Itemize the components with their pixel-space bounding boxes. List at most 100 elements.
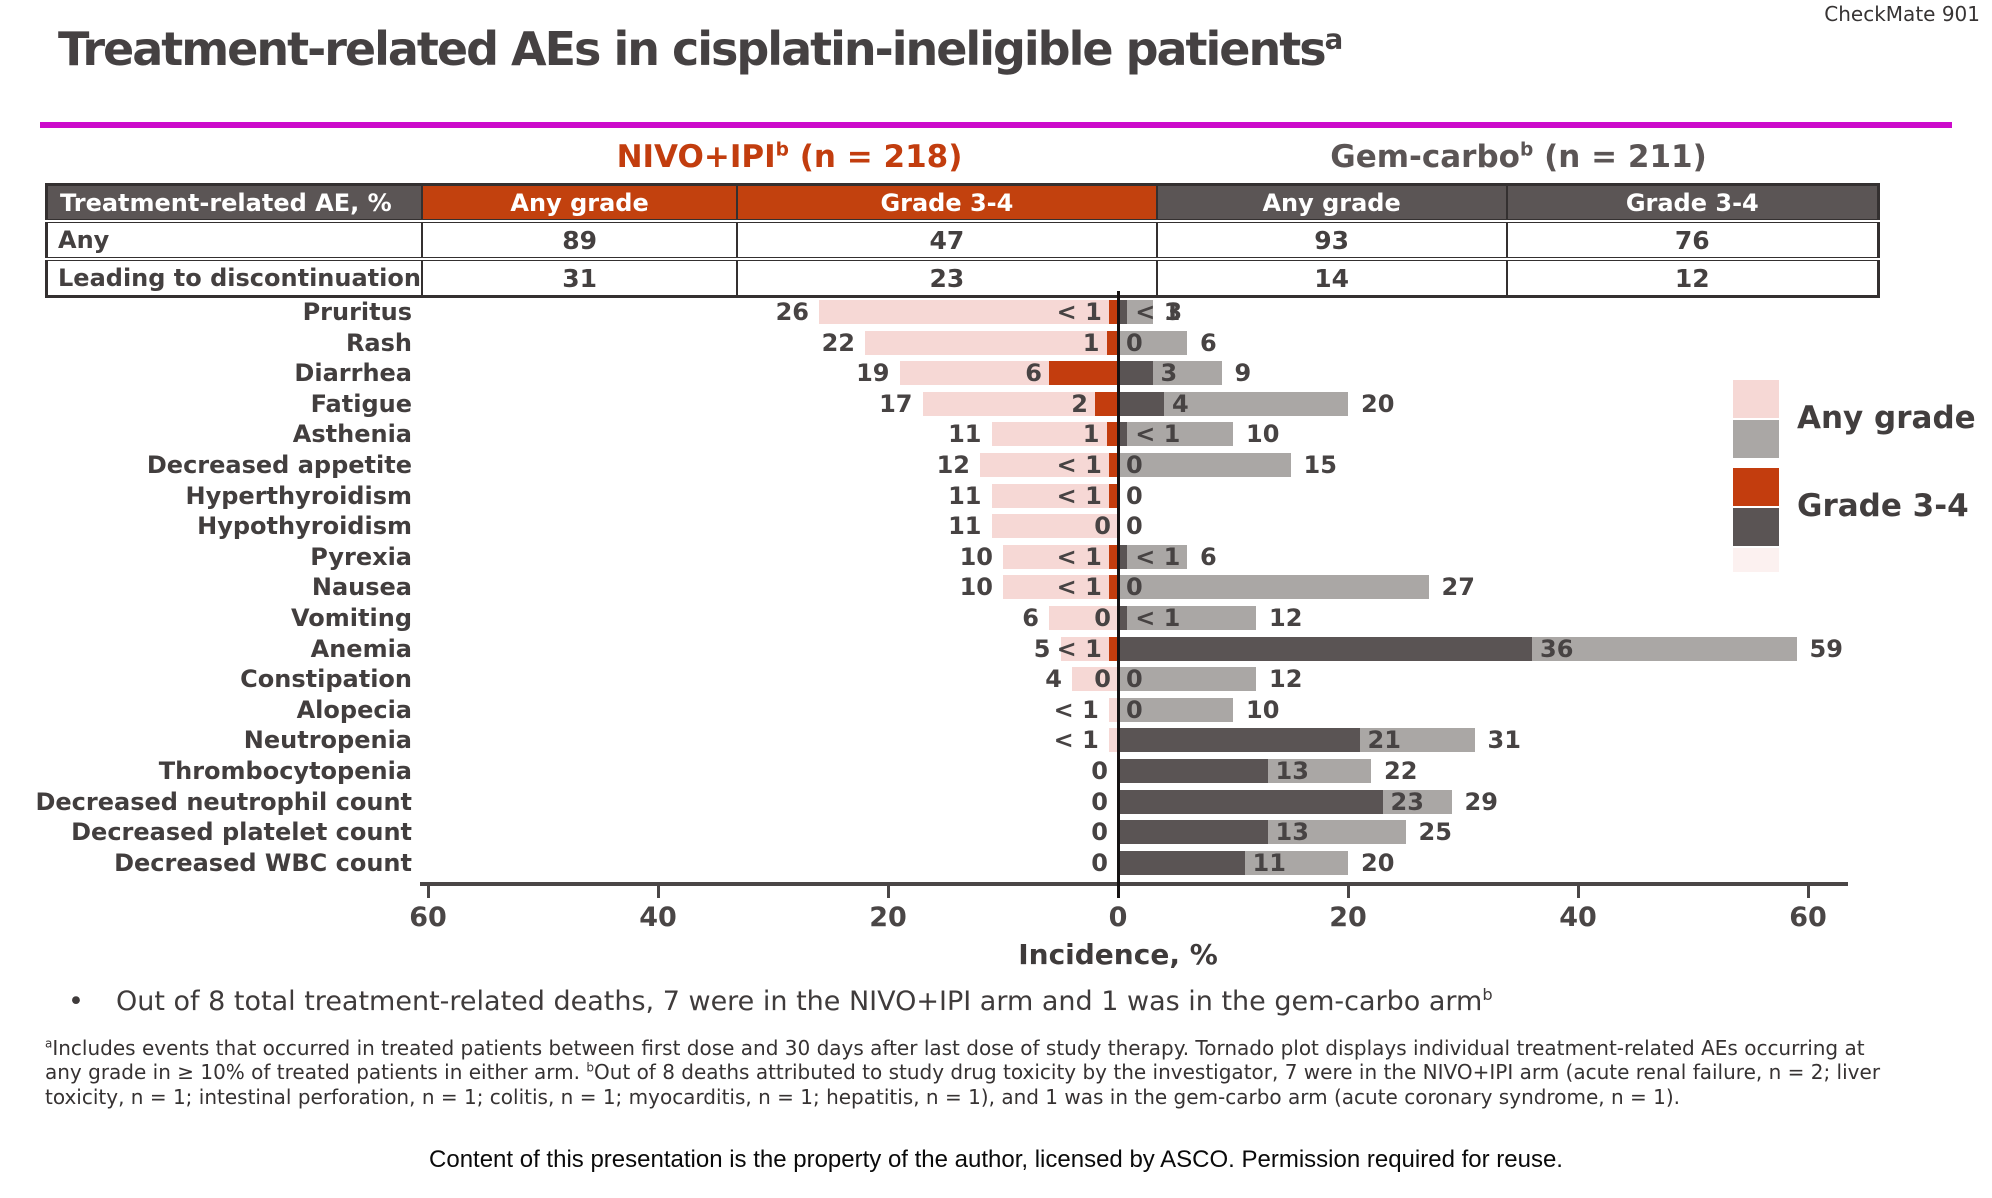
- nivo-any-grade-value: 22: [821, 329, 855, 357]
- nivo-any-grade-value: 12: [936, 451, 970, 479]
- x-axis-tick: [657, 886, 660, 898]
- nivo-grade-3-4-value: 0: [1094, 512, 1111, 540]
- footnote-text-a: Includes events that occurred in treated…: [45, 1036, 1865, 1085]
- gem-grade-3-4-value: 0: [1126, 329, 1143, 357]
- ae-category-label: Anemia: [310, 635, 412, 663]
- nivo-any-grade-value: 11: [948, 512, 982, 540]
- gem-any-grade-value: 12: [1269, 665, 1303, 693]
- legend-label-any-grade: Any grade: [1797, 400, 1976, 436]
- nivo-grade-3-4-value: 2: [1071, 390, 1088, 418]
- table-cell: 12: [1505, 257, 1880, 298]
- nivo-grade-3-4-value: < 1: [1056, 298, 1102, 326]
- legend-swatch-gem-grade-3-4: [1733, 508, 1779, 546]
- nivo-any-grade-bar: [1003, 575, 1118, 599]
- nivo-grade-3-4-bar: [1108, 484, 1118, 508]
- arm-header-gem-carbo: Gem-carbob (n = 211): [1157, 134, 1880, 180]
- tornado-chart: Pruritus < 1 26 < 1 3 Rash 1 22 0 6 Diarrhea 6 19 3 9 F…: [0, 291, 1992, 1017]
- gem-grade-3-4-bar: [1118, 851, 1245, 875]
- gem-any-grade-value: 12: [1269, 604, 1303, 632]
- gem-grade-3-4-bar: [1118, 300, 1128, 324]
- gem-grade-3-4-value: 11: [1252, 849, 1286, 877]
- nivo-any-grade-value: 11: [948, 482, 982, 510]
- footnotes: aIncludes events that occurred in treate…: [45, 1036, 1890, 1109]
- x-axis-tick-label: 60: [1789, 902, 1827, 933]
- table-cell: 31: [421, 257, 739, 298]
- arm-nivo-superscript: b: [775, 139, 789, 161]
- table-cell: 93: [1155, 219, 1508, 260]
- legend-ghost-swatch: [1733, 548, 1779, 572]
- x-axis-tick: [427, 886, 430, 898]
- gem-grade-3-4-bar: [1118, 392, 1164, 416]
- ae-category-label: Rash: [345, 329, 412, 357]
- gem-any-grade-bar: [1118, 575, 1429, 599]
- table-cell: 76: [1505, 219, 1880, 260]
- nivo-any-grade-bar: [991, 514, 1118, 538]
- ae-category-label: Alopecia: [296, 696, 412, 724]
- table-cell: 47: [736, 219, 1158, 260]
- gem-grade-3-4-value: 13: [1275, 757, 1309, 785]
- ae-category-label: Fatigue: [310, 390, 412, 418]
- ae-category-label: Asthenia: [292, 420, 412, 448]
- ae-category-label: Thrombocytopenia: [158, 757, 412, 785]
- gem-any-grade-value: 6: [1200, 329, 1217, 357]
- ae-category-label: Decreased WBC count: [114, 849, 412, 877]
- legend-swatch-nivo-grade-3-4: [1733, 468, 1779, 506]
- table-cell: 89: [421, 219, 739, 260]
- nivo-any-grade-value: 0: [1091, 788, 1108, 816]
- nivo-any-grade-bar: [1049, 606, 1118, 630]
- x-axis-tick-label: 60: [409, 902, 447, 933]
- gem-grade-3-4-value: < 1: [1135, 543, 1181, 571]
- gem-any-grade-value: 29: [1464, 788, 1498, 816]
- legend-label-grade-3-4: Grade 3-4: [1797, 488, 1969, 524]
- nivo-any-grade-bar: [922, 392, 1118, 416]
- gem-any-grade-value: 15: [1303, 451, 1337, 479]
- table-row-label: Any: [45, 219, 424, 260]
- x-axis-tick-label: 20: [869, 902, 907, 933]
- ae-category-label: Nausea: [311, 573, 412, 601]
- table-row-label: Leading to discontinuation: [45, 257, 424, 298]
- ae-category-label: Hypothyroidism: [197, 512, 412, 540]
- arm-gem-name: Gem-carbo: [1330, 139, 1520, 175]
- ae-category-label: Diarrhea: [294, 359, 412, 387]
- nivo-grade-3-4-bar: [1108, 637, 1118, 661]
- gem-any-grade-value: 27: [1441, 573, 1475, 601]
- gem-grade-3-4-value: 13: [1275, 818, 1309, 846]
- nivo-any-grade-bar: [1003, 545, 1118, 569]
- x-axis-tick-label: 20: [1329, 902, 1367, 933]
- page-title: Treatment-related AEs in cisplatin-ineli…: [58, 22, 1343, 76]
- nivo-any-grade-bar: [1072, 667, 1118, 691]
- table-row-leading-to-discontinuation: Leading to discontinuation 31 23 14 12: [45, 257, 1880, 298]
- deaths-bullet: Out of 8 total treatment-related deaths,…: [62, 986, 1922, 1017]
- table-corner-header: Treatment-related AE, %: [45, 183, 424, 222]
- gem-grade-3-4-value: 0: [1126, 573, 1143, 601]
- nivo-grade-3-4-value: 1: [1082, 420, 1100, 448]
- gem-any-grade-bar: [1118, 606, 1256, 630]
- gem-any-grade-value: 10: [1246, 696, 1280, 724]
- nivo-grade-3-4-bar: [1049, 361, 1118, 385]
- gem-any-grade-bar: [1118, 698, 1233, 722]
- table-cell: 23: [736, 257, 1158, 298]
- gem-grade-3-4-bar: [1118, 637, 1532, 661]
- summary-table: Treatment-related AE, % Any grade Grade …: [45, 183, 1880, 298]
- gem-any-grade-value: 20: [1361, 849, 1395, 877]
- table-header-gem-grade-3-4: Grade 3-4: [1505, 183, 1880, 222]
- nivo-grade-3-4-value: < 1: [1056, 482, 1102, 510]
- x-axis-title: Incidence, %: [1018, 938, 1218, 971]
- arm-gem-superscript: b: [1519, 139, 1534, 161]
- gem-any-grade-bar: [1118, 667, 1256, 691]
- nivo-grade-3-4-bar: [1108, 300, 1118, 324]
- gem-grade-3-4-bar: [1118, 790, 1383, 814]
- gem-grade-3-4-bar: [1118, 545, 1128, 569]
- table-header-gem-any-grade: Any grade: [1155, 183, 1508, 222]
- gem-grade-3-4-value: 4: [1172, 390, 1189, 418]
- study-tag: CheckMate 901: [1824, 2, 1980, 26]
- bullet-superscript: b: [1482, 985, 1493, 1004]
- nivo-grade-3-4-value: < 1: [1056, 573, 1102, 601]
- gem-any-grade-value: 10: [1246, 420, 1280, 448]
- ae-category-label: Decreased platelet count: [71, 818, 412, 846]
- nivo-any-grade-bar: [1108, 728, 1118, 752]
- x-axis-tick: [1577, 886, 1580, 898]
- nivo-any-grade-bar: [819, 300, 1118, 324]
- nivo-any-grade-bar: [865, 331, 1118, 355]
- arm-nivo-name: NIVO+IPI: [616, 139, 776, 175]
